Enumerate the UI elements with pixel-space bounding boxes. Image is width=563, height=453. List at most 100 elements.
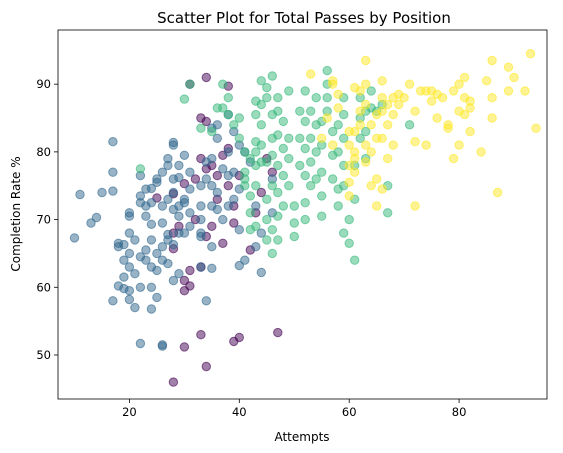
data-point: [251, 147, 261, 157]
y-tick-label: 80: [36, 145, 51, 159]
data-point: [108, 296, 118, 306]
data-point: [339, 228, 349, 238]
data-point: [185, 221, 195, 232]
data-point: [212, 204, 223, 215]
data-point: [174, 211, 184, 221]
data-point: [328, 126, 338, 137]
data-point: [207, 181, 217, 191]
data-point: [179, 194, 190, 205]
data-point: [377, 184, 387, 194]
data-point: [372, 174, 382, 184]
data-point: [152, 292, 162, 303]
data-point: [240, 174, 250, 184]
data-point: [300, 86, 310, 96]
data-point: [300, 214, 310, 225]
data-point: [295, 160, 305, 171]
data-point: [201, 72, 212, 83]
data-point: [124, 286, 135, 296]
data-point: [278, 116, 288, 127]
data-point: [437, 93, 448, 103]
data-point: [229, 194, 239, 205]
data-point: [196, 262, 206, 272]
data-point: [234, 260, 245, 271]
data-point: [218, 164, 228, 174]
data-point: [317, 211, 327, 221]
points-layer: [69, 49, 541, 387]
data-point: [278, 170, 288, 181]
data-point: [251, 201, 261, 211]
data-point: [262, 214, 272, 225]
data-point: [218, 214, 228, 225]
data-point: [487, 93, 497, 103]
data-point: [487, 55, 497, 66]
data-point: [404, 79, 415, 89]
data-point: [333, 103, 343, 113]
data-point: [229, 218, 239, 228]
data-point: [377, 106, 387, 116]
data-point: [404, 120, 415, 130]
data-point: [152, 248, 162, 259]
data-point: [124, 262, 135, 272]
data-point: [361, 79, 371, 89]
data-point: [124, 294, 135, 305]
data-point: [355, 86, 365, 96]
data-point: [520, 86, 530, 96]
data-point: [525, 49, 536, 59]
data-point: [207, 263, 217, 273]
data-point: [108, 167, 118, 177]
data-point: [251, 221, 261, 232]
data-point: [344, 177, 354, 188]
data-point: [278, 143, 288, 154]
data-point: [317, 167, 327, 177]
data-point: [212, 170, 223, 181]
data-point: [459, 109, 470, 120]
data-point: [174, 269, 184, 279]
data-point: [284, 153, 294, 164]
data-point: [465, 103, 475, 113]
data-point: [223, 147, 234, 157]
x-axis-label: Attempts: [274, 430, 329, 444]
data-point: [284, 133, 294, 144]
data-point: [229, 120, 239, 130]
data-point: [273, 187, 283, 198]
data-point: [306, 181, 316, 191]
data-point: [531, 123, 541, 133]
data-point: [212, 120, 223, 130]
data-point: [223, 93, 234, 103]
data-point: [179, 228, 190, 238]
data-point: [157, 218, 168, 228]
data-point: [256, 228, 266, 238]
data-point: [256, 267, 266, 278]
data-point: [168, 174, 179, 184]
data-point: [163, 229, 173, 240]
data-point: [344, 238, 354, 249]
data-point: [344, 191, 354, 201]
data-point: [141, 245, 151, 255]
data-point: [130, 235, 140, 245]
data-point: [179, 342, 190, 352]
data-point: [152, 265, 162, 276]
data-point: [306, 157, 316, 167]
x-tick-label: 40: [232, 405, 247, 419]
data-point: [69, 233, 80, 243]
data-point: [141, 255, 151, 265]
data-point: [421, 140, 431, 150]
data-point: [179, 150, 190, 161]
y-tick-label: 50: [36, 348, 51, 362]
data-point: [168, 137, 179, 148]
data-point: [196, 181, 206, 191]
data-point: [245, 208, 256, 218]
data-point: [465, 126, 475, 137]
data-point: [229, 167, 239, 177]
data-point: [503, 86, 514, 96]
data-point: [245, 153, 256, 164]
data-point: [459, 72, 470, 83]
data-point: [168, 239, 179, 250]
data-point: [322, 65, 332, 76]
data-point: [201, 361, 212, 372]
data-point: [168, 275, 179, 286]
data-point: [201, 296, 212, 306]
data-point: [157, 341, 168, 351]
y-axis-label: Completion Rate %: [9, 156, 23, 271]
y-tick-label: 60: [36, 280, 51, 294]
